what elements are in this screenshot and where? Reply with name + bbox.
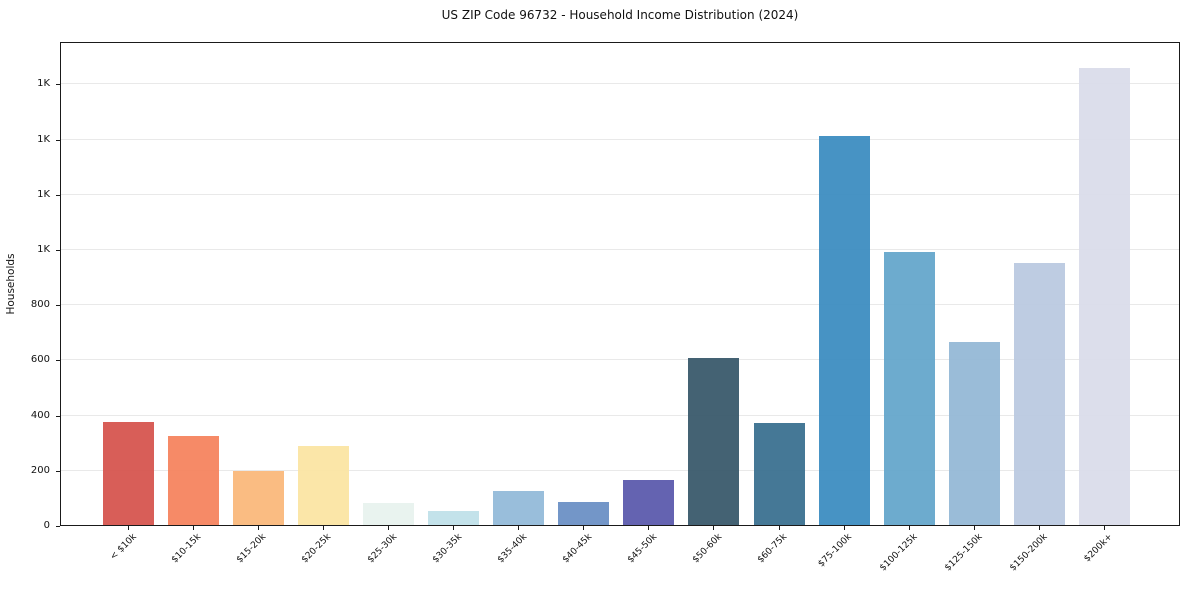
x-tick-label: $40-45k [560,532,594,566]
gridline [61,469,1179,471]
y-tick-label: 800 [30,299,50,311]
bar [753,423,805,525]
x-tick-label: $50-60k [690,532,725,566]
y-tick-label: 200 [30,464,50,476]
gridline [61,193,1179,195]
x-tick-label: $35-40k [495,532,529,566]
x-tick-label: $30-35k [430,532,464,566]
bar [818,136,870,525]
bar [558,501,610,525]
x-tick-mark [1038,526,1040,530]
x-tick-mark [323,526,324,530]
x-tick-mark [518,526,520,530]
y-tick-mark [56,84,60,86]
gridline [61,83,1179,85]
x-tick-mark [257,526,259,530]
x-tick-label: $75-100k [816,532,855,570]
bar [298,445,349,525]
y-tick-mark [56,194,60,196]
bar [493,491,545,525]
bar [623,480,675,525]
gridline [61,359,1179,361]
y-tick-mark [56,470,60,472]
x-tick-mark [583,526,585,530]
x-tick-label: < $10k [108,532,139,563]
y-tick-label: 1K [37,188,50,200]
bar [428,510,480,525]
y-tick-mark [56,415,60,417]
y-tick-label: 600 [30,354,50,366]
y-tick-mark [56,305,60,307]
bar [167,436,219,525]
bar [688,358,740,525]
gridline [61,249,1179,250]
gridline [61,304,1179,306]
x-tick-label: $60-75k [755,532,790,566]
y-tick-label: 400 [30,409,50,421]
x-tick-mark [648,526,650,530]
x-tick-label: $10-15k [170,532,204,566]
x-tick-mark [973,526,975,530]
bar [232,470,284,525]
gridline [61,138,1179,140]
x-tick-mark [908,526,910,530]
y-tick-label: 1K [37,133,50,145]
bar [948,342,1000,525]
x-tick-label: $200k+ [1082,532,1115,565]
x-tick-mark [192,526,194,530]
x-tick-label: $20-25k [300,532,334,566]
gridline [61,414,1179,416]
x-tick-label: $15-20k [235,532,269,566]
x-tick-mark [713,526,715,530]
bar [363,503,415,525]
x-tick-mark [453,526,455,530]
y-tick-label: 1K [37,244,50,255]
x-tick-mark [127,526,129,530]
x-tick-mark [778,526,780,530]
y-tick-mark [56,139,60,141]
y-tick-mark [56,360,60,362]
x-tick-label: $25-30k [365,532,399,566]
x-tick-label: $150-200k [1007,532,1050,574]
bar [1013,263,1065,525]
x-tick-label: $125-150k [942,532,985,574]
x-tick-label: $100-125k [877,532,920,574]
x-tick-mark [843,526,845,530]
y-tick-label: 0 [43,520,50,531]
y-tick-mark [56,526,60,527]
plot-area [60,42,1180,526]
chart-title: US ZIP Code 96732 - Household Income Dis… [441,8,799,22]
y-tick-label: 1K [37,78,50,90]
bar [102,422,154,525]
y-tick-mark [56,250,60,251]
x-tick-mark [1103,526,1105,530]
bar [1078,68,1130,525]
x-tick-label: $45-50k [625,532,659,566]
bar [883,252,935,525]
x-tick-mark [388,526,390,530]
